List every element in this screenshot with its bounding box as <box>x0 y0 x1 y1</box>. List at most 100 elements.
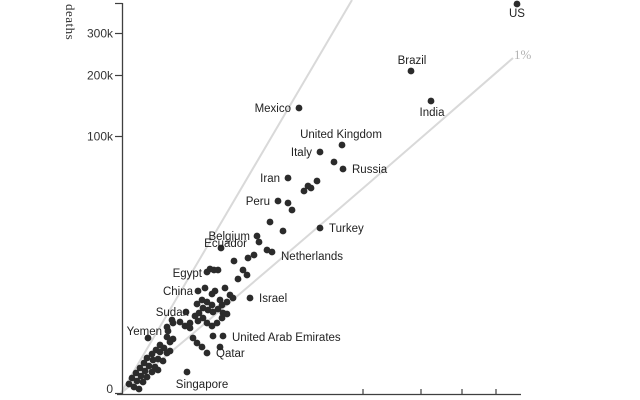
point-label-china: China <box>163 286 194 298</box>
data-point[interactable] <box>214 305 222 313</box>
data-point[interactable] <box>216 343 224 351</box>
data-point[interactable] <box>143 354 151 362</box>
point-label-india: India <box>420 107 446 119</box>
data-point[interactable] <box>203 298 211 306</box>
data-point-ecuador[interactable] <box>255 238 263 246</box>
data-point[interactable] <box>194 317 202 325</box>
data-point[interactable] <box>288 206 296 214</box>
data-point[interactable] <box>163 333 171 341</box>
data-point[interactable] <box>199 314 207 322</box>
data-point[interactable] <box>219 309 227 317</box>
data-point[interactable] <box>300 187 308 195</box>
data-point[interactable] <box>210 266 218 274</box>
data-point[interactable] <box>143 373 151 381</box>
data-point[interactable] <box>208 290 216 298</box>
data-point[interactable] <box>208 301 216 309</box>
data-point[interactable] <box>191 312 199 320</box>
point-label-ecuador: Ecuador <box>204 238 247 250</box>
data-point[interactable] <box>304 182 312 190</box>
data-point[interactable] <box>201 284 209 292</box>
data-point[interactable] <box>139 378 147 386</box>
data-point-italy[interactable] <box>316 148 324 156</box>
data-point[interactable] <box>144 334 152 342</box>
data-point[interactable] <box>159 357 167 365</box>
point-label-turkey: Turkey <box>329 223 364 235</box>
data-point[interactable] <box>154 366 162 374</box>
data-point[interactable] <box>156 348 164 356</box>
y-tick-label: 300k <box>87 27 114 41</box>
data-point-united-arab-emirates[interactable] <box>219 332 227 340</box>
data-point[interactable] <box>176 318 184 326</box>
data-point-israel[interactable] <box>246 294 254 302</box>
data-point-yemen[interactable] <box>164 327 172 335</box>
data-point[interactable] <box>166 347 174 355</box>
data-point[interactable] <box>193 300 201 308</box>
data-point[interactable] <box>141 367 149 375</box>
data-point[interactable] <box>250 251 258 259</box>
data-point[interactable] <box>140 359 148 367</box>
data-point-brazil[interactable] <box>407 67 415 75</box>
data-point[interactable] <box>284 199 292 207</box>
data-point[interactable] <box>186 319 194 327</box>
data-point[interactable] <box>266 218 274 226</box>
data-point[interactable] <box>229 294 237 302</box>
point-label-united-kingdom: United Kingdom <box>300 129 382 141</box>
data-point[interactable] <box>133 377 141 385</box>
data-point[interactable] <box>148 350 156 358</box>
point-label-yemen: Yemen <box>127 326 162 338</box>
data-point[interactable] <box>313 177 321 185</box>
data-point[interactable] <box>223 298 231 306</box>
data-point[interactable] <box>217 244 225 252</box>
data-point[interactable] <box>213 319 221 327</box>
data-point[interactable] <box>279 227 287 235</box>
point-label-belgium: Belgium <box>208 231 250 243</box>
data-point-china[interactable] <box>194 287 202 295</box>
data-point[interactable] <box>128 374 136 382</box>
data-point[interactable] <box>330 158 338 166</box>
data-point[interactable] <box>209 332 217 340</box>
data-point-sudan[interactable] <box>182 308 190 316</box>
data-point[interactable] <box>203 319 211 327</box>
data-point-us[interactable] <box>513 0 521 8</box>
data-point-mexico[interactable] <box>295 104 303 112</box>
data-point[interactable] <box>135 385 143 393</box>
data-point-peru[interactable] <box>274 197 282 205</box>
y-tick-label: 100k <box>87 130 114 144</box>
data-point[interactable] <box>145 362 153 370</box>
data-point[interactable] <box>243 271 251 279</box>
point-label-us: US <box>509 8 525 20</box>
data-point[interactable] <box>148 368 156 376</box>
data-point[interactable] <box>208 322 216 330</box>
data-point[interactable] <box>137 372 145 380</box>
data-point[interactable] <box>166 338 174 346</box>
data-point[interactable] <box>136 364 144 372</box>
data-point[interactable] <box>230 257 238 265</box>
data-point[interactable] <box>234 275 242 283</box>
data-point[interactable] <box>198 343 206 351</box>
point-label-united-arab-emirates: United Arab Emirates <box>232 332 341 344</box>
data-point-united-kingdom[interactable] <box>338 141 346 149</box>
data-point[interactable] <box>193 339 201 347</box>
data-point[interactable] <box>244 254 252 262</box>
data-point[interactable] <box>125 380 133 388</box>
data-point-india[interactable] <box>427 97 435 105</box>
data-point-turkey[interactable] <box>316 224 324 232</box>
data-point-iran[interactable] <box>284 174 292 182</box>
data-point-egypt[interactable] <box>203 268 211 276</box>
data-point[interactable] <box>186 324 194 332</box>
data-point-russia[interactable] <box>339 165 347 173</box>
data-point-singapore[interactable] <box>183 368 191 376</box>
data-point[interactable] <box>209 308 217 316</box>
data-point[interactable] <box>169 319 177 327</box>
point-label-mexico: Mexico <box>255 103 291 115</box>
data-point-belgium[interactable] <box>253 232 261 240</box>
point-label-sudan: Sudan <box>156 307 189 319</box>
data-point[interactable] <box>189 334 197 342</box>
point-label-qatar: Qatar <box>216 348 245 360</box>
data-point-qatar[interactable] <box>203 349 211 357</box>
point-label-iran: Iran <box>260 173 280 185</box>
data-point[interactable] <box>221 284 229 292</box>
data-point-netherlands[interactable] <box>268 248 276 256</box>
data-point[interactable] <box>239 266 247 274</box>
data-point[interactable] <box>132 369 140 377</box>
